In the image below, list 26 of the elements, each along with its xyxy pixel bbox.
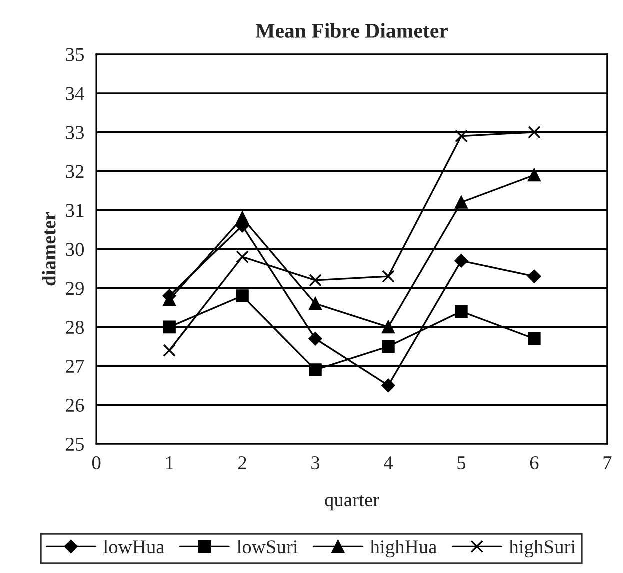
- y-axis-title: diameter: [42, 212, 56, 286]
- y-tick-label: 27: [66, 360, 84, 373]
- y-tick-label: 35: [66, 48, 84, 62]
- x-tick-label: 6: [530, 456, 539, 470]
- x-tick-label: 1: [166, 456, 174, 470]
- x-tick-label: 7: [604, 456, 612, 470]
- x-tick-label: 5: [458, 456, 466, 470]
- y-tick-label: 28: [66, 321, 84, 334]
- y-tick-label: 25: [66, 438, 84, 452]
- y-tick-label: 30: [66, 243, 84, 256]
- x-tick-label: 3: [312, 456, 320, 470]
- y-tick-label: 29: [66, 282, 84, 296]
- legend-label: lowSuri: [237, 540, 298, 554]
- chart-title: Mean Fibre Diameter: [256, 23, 448, 38]
- y-tick-label: 33: [66, 126, 84, 140]
- legend-label: highSuri: [509, 540, 576, 558]
- y-tick-label: 34: [66, 87, 84, 100]
- y-tick-label: 26: [66, 398, 84, 412]
- x-axis-title: quarter: [325, 496, 380, 511]
- legend-label: lowHua: [104, 540, 165, 554]
- x-tick-label: 2: [238, 456, 246, 470]
- x-tick-label: 0: [92, 456, 101, 470]
- y-tick-label: 32: [66, 165, 84, 178]
- x-tick-label: 4: [384, 456, 394, 470]
- legend-label: highHua: [370, 540, 437, 558]
- y-tick-label: 31: [66, 204, 84, 218]
